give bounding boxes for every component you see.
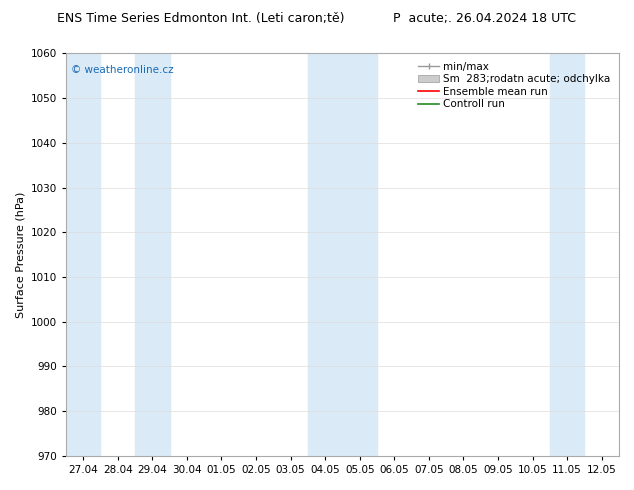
Bar — [308, 53, 377, 456]
Text: © weatheronline.cz: © weatheronline.cz — [72, 65, 174, 75]
Bar — [135, 53, 169, 456]
Text: ENS Time Series Edmonton Int. (Leti caron;tě): ENS Time Series Edmonton Int. (Leti caro… — [57, 12, 344, 25]
Bar — [550, 53, 585, 456]
Y-axis label: Surface Pressure (hPa): Surface Pressure (hPa) — [15, 192, 25, 318]
Legend: min/max, Sm  283;rodatn acute; odchylka, Ensemble mean run, Controll run: min/max, Sm 283;rodatn acute; odchylka, … — [415, 58, 614, 113]
Bar — [66, 53, 100, 456]
Text: P  acute;. 26.04.2024 18 UTC: P acute;. 26.04.2024 18 UTC — [393, 12, 576, 25]
